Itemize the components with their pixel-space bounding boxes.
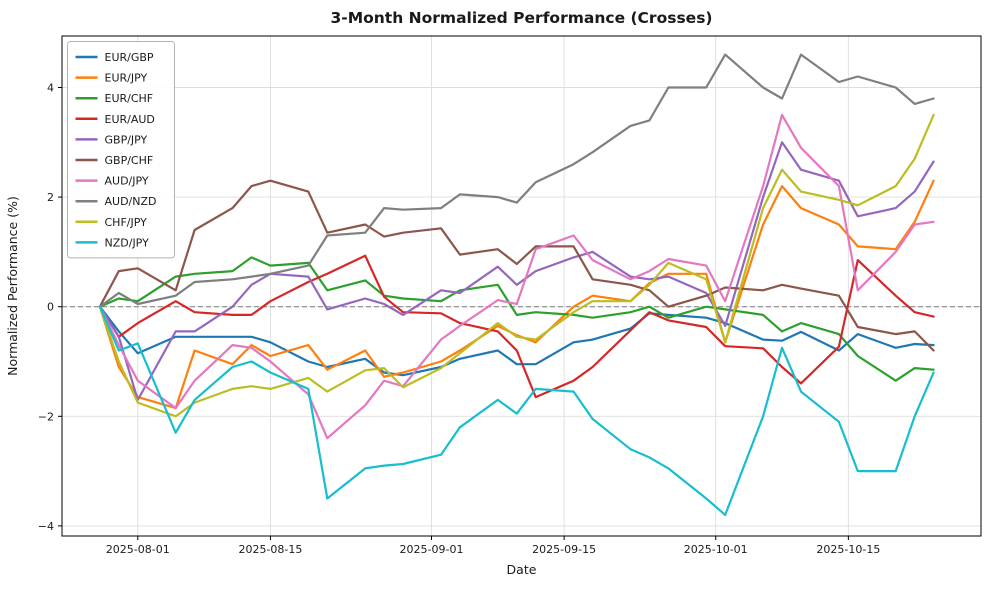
y-tick-label: 2 — [47, 191, 54, 204]
y-axis-label: Normalized Performance (%) — [5, 196, 20, 376]
series-line-aud-jpy — [98, 113, 935, 440]
y-tick-label: 4 — [47, 82, 54, 95]
series-line-chf-jpy — [98, 113, 935, 418]
x-tick-label: 2025-08-15 — [238, 543, 302, 556]
legend-label-aud-nzd: AUD/NZD — [105, 195, 157, 208]
series-line-eur-jpy — [98, 179, 935, 410]
chart-title: 3-Month Normalized Performance (Crosses) — [330, 9, 712, 27]
y-tick-label: −4 — [38, 520, 54, 533]
x-tick-label: 2025-08-01 — [106, 543, 170, 556]
legend-label-gbp-jpy: GBP/JPY — [105, 133, 148, 146]
x-tick-label: 2025-10-15 — [816, 543, 880, 556]
series-line-nzd-jpy — [98, 305, 935, 517]
legend-label-nzd-jpy: NZD/JPY — [105, 236, 150, 249]
legend-label-gbp-chf: GBP/CHF — [105, 154, 154, 167]
series-line-aud-nzd — [98, 53, 935, 308]
x-tick-label: 2025-09-15 — [532, 543, 596, 556]
y-tick-label: −2 — [38, 410, 54, 423]
series-line-gbp-jpy — [98, 141, 935, 401]
plot-area — [62, 36, 981, 536]
legend-box — [67, 41, 175, 259]
legend-label-eur-chf: EUR/CHF — [105, 92, 154, 105]
x-axis-label: Date — [507, 562, 537, 577]
y-tick-label: 0 — [47, 301, 54, 314]
legend-label-eur-aud: EUR/AUD — [105, 113, 155, 126]
legend-label-eur-gbp: EUR/GBP — [105, 51, 154, 64]
x-tick-label: 2025-10-01 — [684, 543, 748, 556]
series-line-eur-gbp — [98, 305, 935, 377]
axes-spines — [61, 35, 982, 537]
series-line-eur-chf — [98, 256, 935, 382]
legend-label-aud-jpy: AUD/JPY — [105, 175, 149, 188]
x-tick-label: 2025-09-01 — [400, 543, 464, 556]
series-line-gbp-chf — [98, 179, 935, 352]
legend-label-chf-jpy: CHF/JPY — [105, 216, 148, 229]
legend-label-eur-jpy: EUR/JPY — [105, 72, 148, 85]
